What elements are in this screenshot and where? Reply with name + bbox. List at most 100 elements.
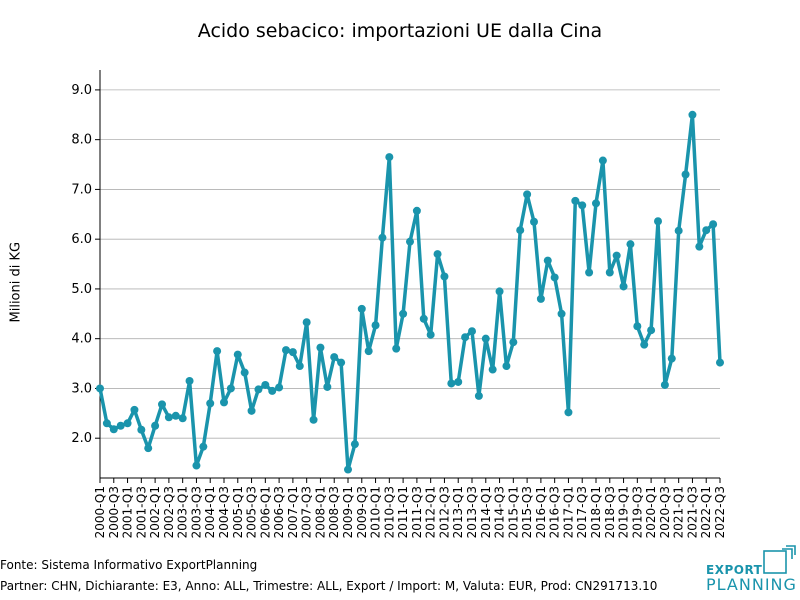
- x-tick-label: 2003-Q1: [176, 486, 190, 538]
- x-tick-label: 2006-Q1: [258, 486, 272, 538]
- x-tick-label: 2009-Q3: [355, 486, 369, 538]
- x-ticks: 2000-Q1 2000-Q3 2001-Q1 2001-Q3 2002-Q1 2002-…: [93, 478, 727, 538]
- x-tick-label: 2018-Q3: [603, 486, 617, 538]
- data-point: [557, 309, 566, 318]
- x-tick-label: 2001-Q3: [134, 486, 148, 538]
- y-tick-label: 4.0: [71, 332, 92, 347]
- x-tick-label: 2007-Q1: [286, 486, 300, 538]
- data-point: [330, 353, 339, 362]
- data-point: [309, 415, 318, 424]
- data-point: [123, 419, 132, 428]
- data-point: [385, 153, 394, 162]
- data-point: [488, 365, 497, 374]
- axes: [99, 70, 720, 479]
- x-tick-label: 2017-Q1: [561, 486, 575, 538]
- logo-text-planning: PLANNING: [706, 575, 797, 594]
- data-point: [571, 196, 580, 205]
- data-point: [633, 322, 642, 331]
- x-tick-label: 2016-Q1: [534, 486, 548, 538]
- logo-text-export: EXPORT: [706, 563, 763, 577]
- x-tick-label: 2012-Q1: [424, 486, 438, 538]
- data-point: [412, 206, 421, 215]
- data-point: [378, 233, 387, 242]
- x-tick-label: 2013-Q1: [451, 486, 465, 538]
- data-point: [509, 338, 518, 347]
- x-tick-label: 2007-Q3: [300, 486, 314, 538]
- data-point: [357, 304, 366, 313]
- data-point: [371, 321, 380, 330]
- x-tick-label: 2000-Q1: [93, 486, 107, 538]
- data-point: [523, 190, 532, 199]
- data-point: [688, 110, 697, 119]
- x-tick-label: 2011-Q1: [396, 486, 410, 538]
- data-point: [612, 251, 621, 260]
- y-tick-label: 3.0: [71, 381, 92, 396]
- x-tick-label: 2002-Q3: [162, 486, 176, 538]
- data-point: [185, 376, 194, 385]
- data-point: [647, 326, 656, 335]
- x-tick-label: 2000-Q3: [107, 486, 121, 538]
- data-point: [116, 421, 125, 430]
- x-tick-label: 2004-Q1: [203, 486, 217, 538]
- x-tick-label: 2008-Q3: [327, 486, 341, 538]
- data-point: [550, 273, 559, 282]
- footer-params: Partner: CHN, Dichiarante: E3, Anno: ALL…: [0, 579, 658, 593]
- x-tick-label: 2014-Q3: [493, 486, 507, 538]
- y-tick-label: 8.0: [71, 133, 92, 148]
- x-tick-label: 2020-Q1: [644, 486, 658, 538]
- data-point: [406, 237, 414, 246]
- chart-title: Acido sebacico: importazioni UE dalla Ci…: [197, 20, 603, 42]
- data-point: [716, 358, 724, 367]
- x-tick-label: 2011-Q3: [410, 486, 424, 538]
- data-point: [660, 380, 669, 389]
- data-point: [192, 461, 201, 470]
- data-point: [454, 377, 463, 386]
- y-tick-label: 6.0: [71, 232, 92, 247]
- data-point: [585, 268, 594, 277]
- data-point: [681, 170, 690, 179]
- data-point: [468, 327, 476, 336]
- x-tick-label: 2021-Q3: [685, 486, 699, 538]
- x-tick-label: 2019-Q3: [630, 486, 644, 538]
- x-tick-label: 2008-Q1: [313, 486, 327, 538]
- footer-source: Fonte: Sistema Informativo ExportPlannin…: [0, 558, 258, 572]
- data-point: [102, 419, 111, 428]
- data-point: [199, 442, 208, 451]
- data-point: [275, 383, 284, 392]
- data-point: [419, 314, 428, 323]
- data-point: [171, 411, 180, 420]
- data-point: [481, 334, 490, 343]
- series-line: [98, 113, 722, 472]
- data-point: [516, 226, 525, 235]
- data-point: [530, 217, 538, 226]
- data-point: [399, 309, 408, 318]
- data-point: [440, 272, 449, 281]
- y-tick-label: 2.0: [71, 431, 92, 446]
- data-point: [213, 347, 222, 356]
- data-point: [337, 358, 346, 367]
- data-point: [495, 287, 504, 296]
- data-point: [316, 343, 325, 352]
- data-point: [674, 226, 683, 235]
- data-point: [288, 348, 297, 357]
- x-tick-label: 2015-Q1: [506, 486, 520, 538]
- x-tick-label: 2010-Q1: [369, 486, 383, 538]
- data-point: [254, 385, 263, 394]
- data-point: [206, 399, 215, 408]
- data-point: [543, 256, 552, 265]
- x-tick-label: 2019-Q1: [617, 486, 631, 538]
- data-point: [667, 354, 676, 363]
- data-point: [268, 386, 277, 395]
- data-point: [598, 156, 607, 165]
- x-tick-label: 2001-Q1: [121, 486, 135, 538]
- data-point: [295, 362, 304, 371]
- y-tick-label: 5.0: [71, 282, 92, 297]
- data-point: [226, 384, 235, 393]
- x-tick-label: 2017-Q3: [575, 486, 589, 538]
- data-point: [709, 220, 718, 229]
- x-tick-label: 2002-Q1: [148, 486, 162, 538]
- series-group: [96, 110, 724, 474]
- data-point: [233, 350, 242, 359]
- x-tick-label: 2016-Q3: [548, 486, 562, 538]
